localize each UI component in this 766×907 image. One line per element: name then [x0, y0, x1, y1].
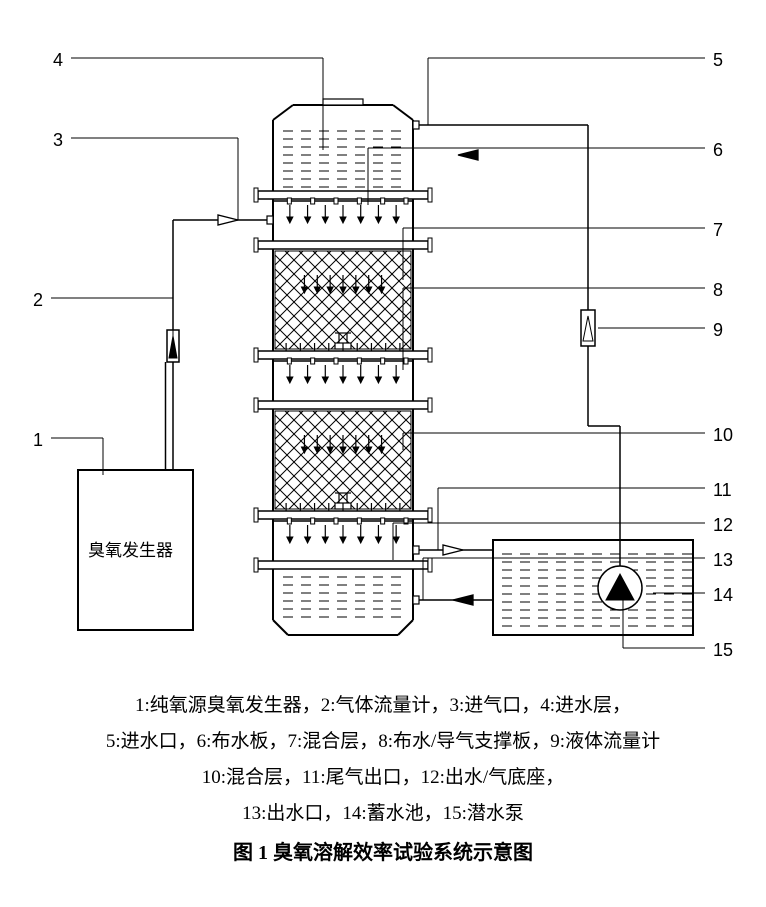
- svg-text:臭氧发生器: 臭氧发生器: [88, 541, 173, 560]
- callout-12: 12: [713, 515, 733, 536]
- callout-15: 15: [713, 640, 733, 661]
- callout-4: 4: [53, 50, 63, 71]
- callout-10: 10: [713, 425, 733, 446]
- callout-7: 7: [713, 220, 723, 241]
- callout-8: 8: [713, 280, 723, 301]
- callout-14: 14: [713, 585, 733, 606]
- callout-1: 1: [33, 430, 43, 451]
- figure-title: 图 1 臭氧溶解效率试验系统示意图: [20, 836, 746, 865]
- ozone-diagram: 臭氧发生器 123456789101112131415: [23, 20, 743, 680]
- callout-6: 6: [713, 140, 723, 161]
- callout-2: 2: [33, 290, 43, 311]
- callout-3: 3: [53, 130, 63, 151]
- callout-9: 9: [713, 320, 723, 341]
- callout-11: 11: [713, 480, 732, 501]
- callout-5: 5: [713, 50, 723, 71]
- callout-13: 13: [713, 550, 733, 571]
- figure-legend: 1:纯氧源臭氧发生器，2:气体流量计，3:进气口，4:进水层，5:进水口，6:布…: [20, 688, 746, 832]
